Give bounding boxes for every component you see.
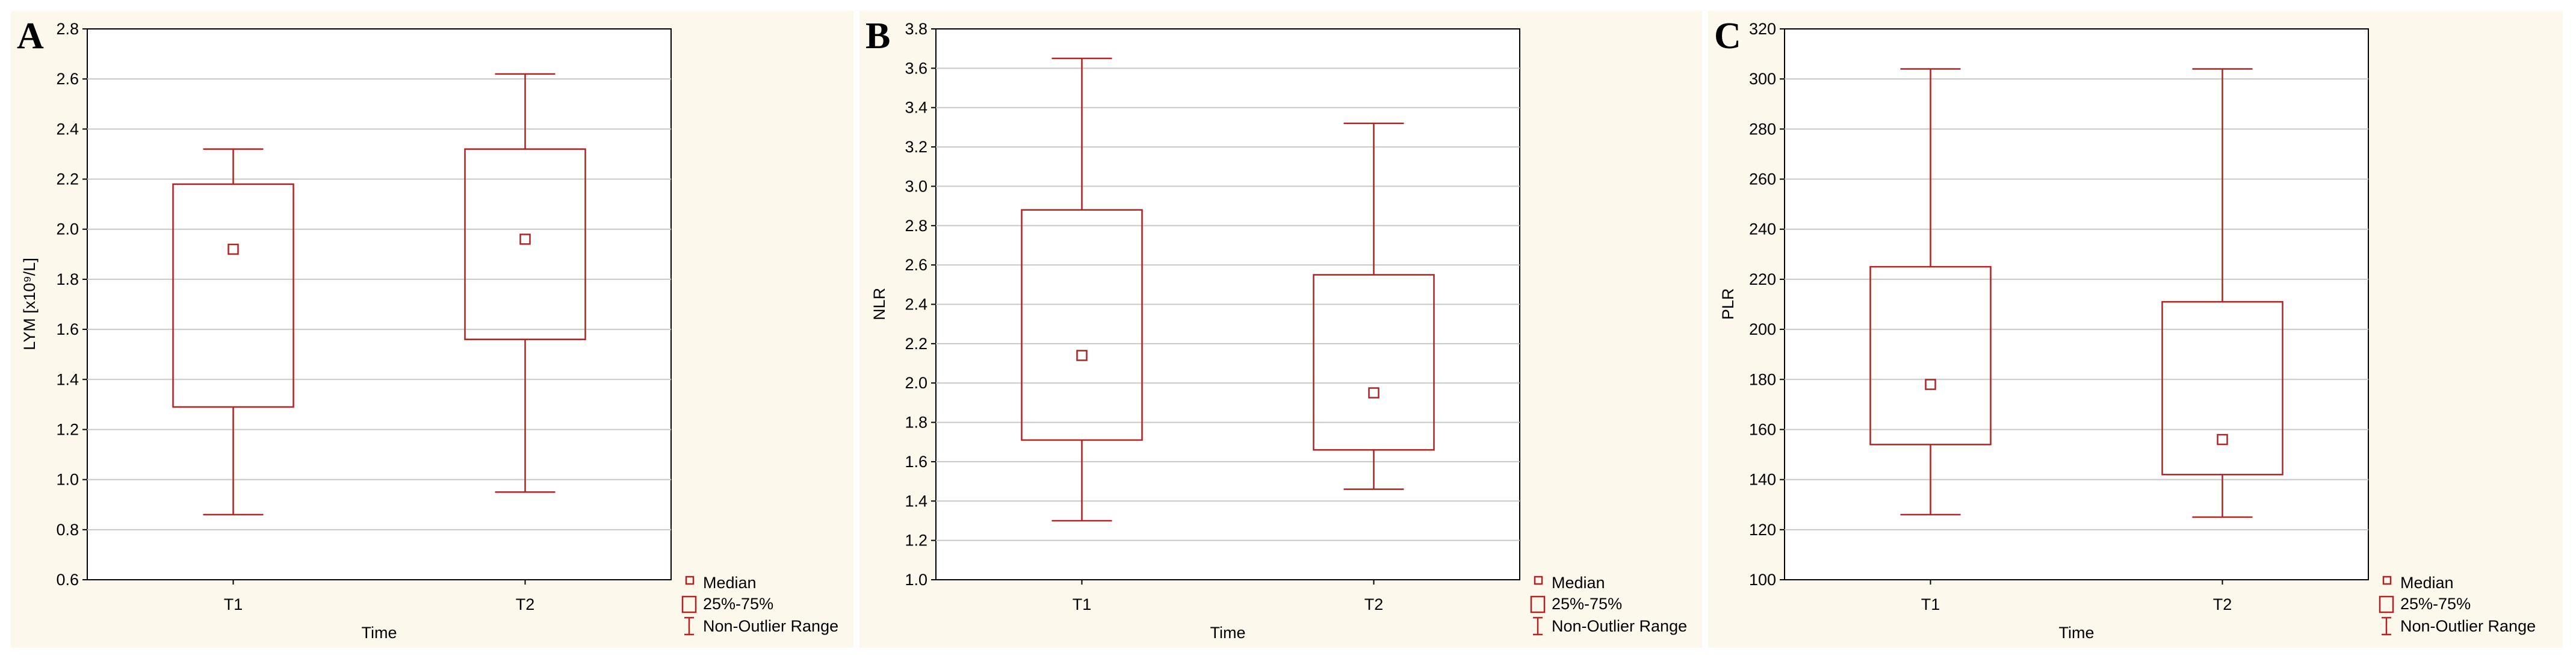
plot-area — [1784, 28, 2369, 580]
legend: Median 25%-75% Non-Outlier Range — [2379, 574, 2536, 636]
x-tick-label: T1 — [1921, 595, 1940, 613]
plot-area — [87, 28, 672, 580]
y-tick-label: 260 — [1749, 170, 1776, 188]
y-tick-label: 140 — [1749, 471, 1776, 489]
y-tick-label: 220 — [1749, 270, 1776, 288]
y-axis-title: LYM [x10⁹/L] — [20, 258, 39, 350]
chart-panel-a: 0.6 0.8 1.0 1.2 1.4 1.6 1.8 2.0 2.2 2.4 2.6 2.8 T1 T2… — [11, 11, 853, 648]
y-tick-label: 3.0 — [905, 177, 927, 195]
iqr-box — [1021, 209, 1143, 441]
y-tick-label: 2.8 — [56, 20, 79, 38]
y-tick-label: 1.8 — [905, 414, 927, 432]
median-marker — [519, 234, 531, 245]
y-tick-label: 180 — [1749, 370, 1776, 388]
y-tick-label: 300 — [1749, 70, 1776, 88]
legend-median-icon — [1534, 576, 1543, 585]
x-axis-title: Time — [1210, 624, 1246, 642]
y-tick-label: 1.2 — [56, 420, 79, 438]
y-tick-label: 2.6 — [905, 256, 927, 274]
chart-panel-b: 1.0 1.2 1.4 1.6 1.8 2.0 2.2 2.4 2.6 2.8 3.0 3.2 3.4 3… — [859, 11, 1702, 648]
iqr-box — [464, 148, 586, 340]
legend-median-icon — [685, 576, 695, 585]
y-tick-label: 200 — [1749, 320, 1776, 338]
legend-iqr-icon — [2379, 595, 2394, 613]
x-tick-label: T2 — [2213, 595, 2232, 613]
y-tick-label: 2.2 — [905, 335, 927, 353]
panel-letter: A — [17, 16, 44, 57]
y-tick-label: 1.0 — [56, 471, 79, 489]
y-tick-label: 2.0 — [905, 374, 927, 392]
panel-letter: C — [1714, 16, 1741, 57]
y-tick-label: 280 — [1749, 120, 1776, 138]
y-tick-label: 2.4 — [56, 120, 79, 138]
y-tick-label: 240 — [1749, 220, 1776, 238]
y-tick-label: 2.4 — [905, 296, 927, 314]
iqr-box — [172, 183, 294, 408]
y-tick-label: 2.8 — [905, 217, 927, 235]
y-tick-label: 320 — [1749, 20, 1776, 38]
legend-iqr-label: 25%-75% — [1552, 595, 1622, 613]
median-marker — [1368, 387, 1379, 399]
box-t2 — [2161, 68, 2283, 518]
box-t2 — [1313, 122, 1435, 490]
box-t1 — [172, 148, 294, 516]
y-axis-title: NLR — [870, 288, 888, 320]
y-tick-label: 1.8 — [56, 270, 79, 288]
y-tick-label: 100 — [1749, 571, 1776, 589]
y-tick-label: 2.6 — [56, 70, 79, 88]
y-tick-label: 1.4 — [905, 492, 927, 510]
iqr-box — [1869, 265, 1992, 445]
box-t1 — [1869, 68, 1992, 516]
iqr-box — [2161, 301, 2283, 476]
legend: Median 25%-75% Non-Outlier Range — [681, 574, 838, 636]
box-t1 — [1021, 57, 1143, 522]
legend-range-label: Non-Outlier Range — [2400, 617, 2536, 635]
y-tick-label: 3.2 — [905, 138, 927, 156]
median-marker — [2217, 433, 2228, 445]
legend-iqr-icon — [1530, 595, 1546, 613]
legend-median-icon — [2382, 576, 2392, 585]
legend-median-label: Median — [1552, 574, 1605, 592]
y-tick-label: 2.2 — [56, 170, 79, 188]
box-t2 — [464, 73, 586, 493]
y-tick-label: 3.4 — [905, 99, 927, 117]
legend-range-label: Non-Outlier Range — [703, 617, 838, 635]
x-axis-title: Time — [2059, 624, 2095, 642]
y-tick-label: 3.6 — [905, 59, 927, 77]
y-tick-label: 1.4 — [56, 370, 79, 388]
panel-letter: B — [865, 16, 890, 57]
median-marker — [228, 243, 239, 255]
x-axis-title: Time — [362, 624, 397, 642]
y-tick-label: 120 — [1749, 521, 1776, 539]
y-tick-label: 160 — [1749, 420, 1776, 438]
legend-median-label: Median — [703, 574, 757, 592]
legend-iqr-label: 25%-75% — [703, 595, 773, 613]
legend-iqr-icon — [681, 595, 697, 613]
y-tick-label: 1.6 — [905, 453, 927, 471]
legend-range-label: Non-Outlier Range — [1552, 617, 1687, 635]
median-marker — [1925, 379, 1936, 390]
x-tick-label: T1 — [224, 595, 243, 613]
x-tick-label: T2 — [516, 595, 535, 613]
legend-median-label: Median — [2400, 574, 2454, 592]
y-tick-label: 1.2 — [905, 532, 927, 550]
y-axis-title: PLR — [1719, 288, 1737, 320]
median-marker — [1076, 350, 1088, 361]
y-tick-label: 0.8 — [56, 521, 79, 539]
x-tick-label: T1 — [1073, 595, 1092, 613]
y-tick-label: 1.6 — [56, 320, 79, 338]
y-tick-label: 3.8 — [905, 20, 927, 38]
legend-iqr-label: 25%-75% — [2400, 595, 2471, 613]
x-tick-label: T2 — [1364, 595, 1384, 613]
chart-panel-c: 100 120 140 160 180 200 220 240 260 280 300 320 T1 T2… — [1708, 11, 2563, 648]
legend: Median 25%-75% Non-Outlier Range — [1530, 574, 1687, 636]
iqr-box — [1313, 274, 1435, 451]
y-tick-label: 2.0 — [56, 220, 79, 238]
y-tick-label: 0.6 — [56, 571, 79, 589]
y-tick-label: 1.0 — [905, 571, 927, 589]
